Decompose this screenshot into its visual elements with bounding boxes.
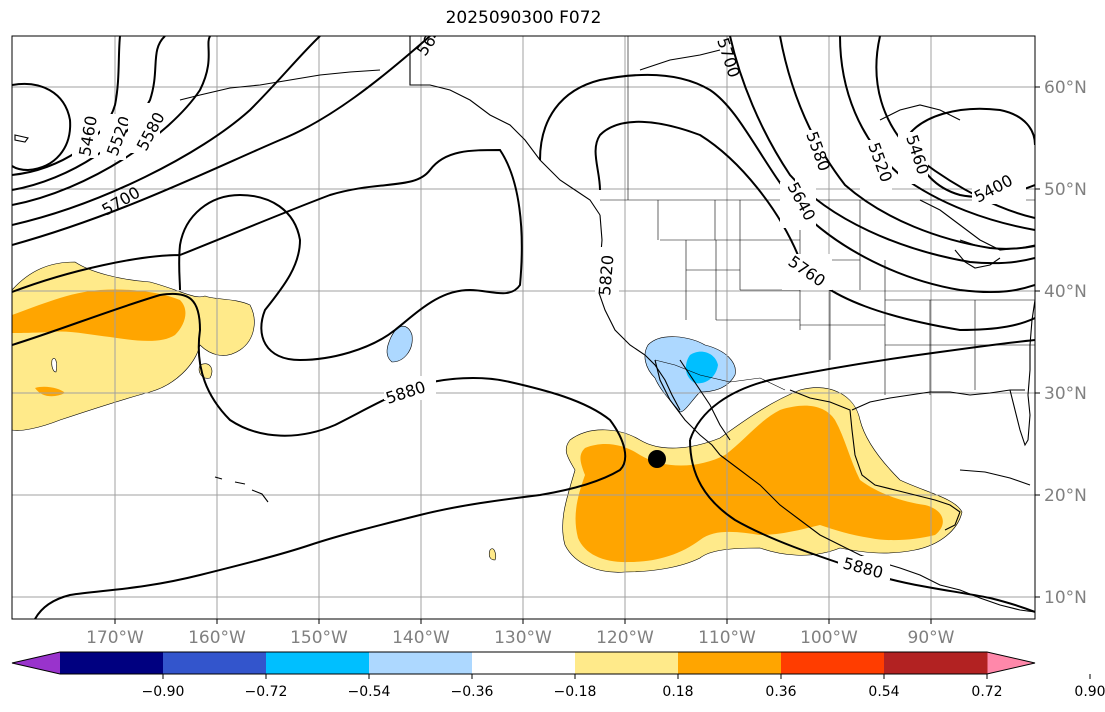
colorbar-tick-label: 0.18 <box>662 684 693 700</box>
lat-label: 50°N <box>1044 180 1087 200</box>
lat-label: 40°N <box>1044 282 1087 302</box>
colorbar-cell <box>472 652 576 674</box>
colorbar-tick-label: 0.90 <box>1074 684 1105 700</box>
colorbar-extend-min <box>12 652 60 674</box>
lat-label: 20°N <box>1044 486 1087 506</box>
colorbar-cell <box>369 652 473 674</box>
colorbar-extend-max <box>987 652 1035 674</box>
lon-label: 100°W <box>800 628 858 648</box>
lon-label: 170°W <box>86 628 144 648</box>
storm-position-marker <box>648 450 666 468</box>
colorbar-tick-label: −0.54 <box>348 684 391 700</box>
lon-label: 160°W <box>188 628 246 648</box>
lat-ticks <box>1035 86 1040 598</box>
map-title: 2025090300 F072 <box>445 8 602 28</box>
lat-label: 30°N <box>1044 384 1087 404</box>
colorbar-tick-label: 0.54 <box>868 684 899 700</box>
colorbar-tick-label: 0.36 <box>765 684 796 700</box>
lon-label: 150°W <box>290 628 348 648</box>
lon-label: 110°W <box>698 628 756 648</box>
colorbar-cell <box>678 652 782 674</box>
lon-label: 140°W <box>392 628 450 648</box>
colorbar-tick-label: −0.36 <box>451 684 494 700</box>
lon-label: 130°W <box>494 628 552 648</box>
colorbar-cell <box>266 652 370 674</box>
lon-ticks <box>114 619 932 624</box>
lat-label: 60°N <box>1044 78 1087 98</box>
colorbar-cell <box>60 652 164 674</box>
colorbar-cell <box>884 652 988 674</box>
colorbar: −0.90 −0.72 −0.54 −0.36 −0.18 0.18 0.36 0.54 0.7… <box>11 651 1105 700</box>
colorbar-tick-label: −0.18 <box>554 684 597 700</box>
political-borders <box>409 36 1035 395</box>
lon-label: 120°W <box>596 628 654 648</box>
lat-label: 10°N <box>1044 588 1087 608</box>
lon-label: 90°W <box>908 628 955 648</box>
colorbar-tick-label: −0.90 <box>142 684 185 700</box>
colorbar-cell <box>163 652 267 674</box>
colorbar-outline <box>11 651 1036 675</box>
colorbar-cell <box>575 652 679 674</box>
colorbar-tick-label: 0.72 <box>971 684 1002 700</box>
colorbar-cell <box>781 652 885 674</box>
contour-label: 5820 <box>595 254 617 296</box>
colorbar-tick-label: −0.72 <box>245 684 288 700</box>
